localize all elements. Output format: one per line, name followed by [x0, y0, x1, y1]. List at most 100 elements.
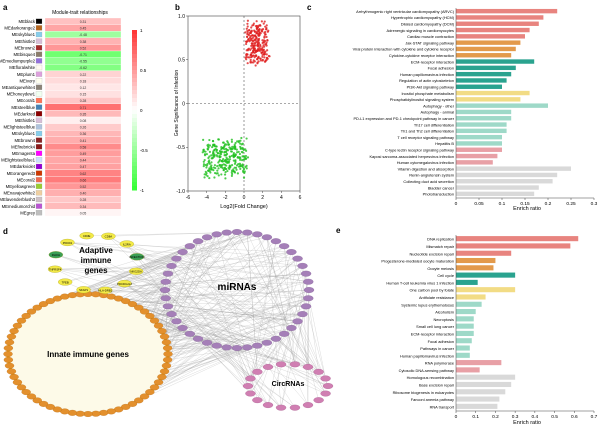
upregulated-gene-point [246, 22, 249, 25]
upregulated-gene-point [246, 49, 250, 52]
heatmap-cell-value: 0.52 [80, 46, 87, 50]
legend-gradient-step [132, 50, 137, 55]
network-edge [266, 237, 282, 408]
heatmap-cell-value: 0.08 [80, 119, 87, 123]
enrichment-bar [456, 122, 507, 127]
upregulated-gene-point [245, 27, 248, 30]
enrichment-bar [456, 172, 558, 178]
downregulated-gene-point [236, 151, 239, 154]
innate-gene-node [145, 389, 155, 396]
network-edge [257, 234, 319, 372]
adaptive-gene-node [128, 267, 144, 275]
network-edge [149, 345, 258, 393]
legend-gradient-step [132, 114, 137, 119]
upregulated-gene-point [251, 24, 254, 27]
network-edge [250, 241, 277, 394]
network-edge [126, 243, 298, 259]
mirna-node [221, 344, 232, 351]
upregulated-gene-point [259, 59, 263, 62]
upregulated-gene-point [266, 49, 269, 52]
enrichment-bar [456, 134, 502, 140]
downregulated-gene-point [241, 142, 244, 145]
downregulated-gene-point [235, 168, 238, 171]
upregulated-gene-point [250, 44, 253, 48]
innate-gene-node [134, 397, 144, 404]
heatmap-cell-value: 0.47 [80, 165, 87, 169]
network-edge [226, 347, 269, 406]
legend-gradient-step [132, 38, 137, 43]
network-edge [55, 269, 309, 299]
enrichment-bar [456, 141, 502, 146]
innate-gene-node [149, 317, 160, 324]
legend-gradient-step [132, 110, 137, 115]
innate-gene-node [161, 339, 172, 346]
enrichment-bar [456, 185, 539, 190]
innate-gene-node [149, 384, 160, 391]
downregulated-gene-point [230, 174, 234, 177]
enrichment-bar [456, 191, 535, 197]
enrichment-term-label: Systemic lupus erythematosus [401, 302, 454, 307]
network-edge [284, 246, 309, 367]
mirna-cluster-label: miRNAs [218, 282, 257, 293]
mirna-node [177, 325, 188, 331]
upregulated-gene-point [250, 42, 253, 45]
innate-gene-node [127, 400, 138, 407]
upregulated-gene-point [249, 58, 252, 61]
downregulated-gene-point [224, 158, 227, 162]
panel-b-letter: b [175, 3, 180, 12]
downregulated-gene-point [226, 149, 230, 152]
enrichment-bar [456, 153, 498, 159]
enrichment-term-label: Oocyte meiosis [427, 266, 454, 271]
upregulated-gene-point [253, 30, 257, 34]
enrichment-term-label: Progesterone-mediated oocyte maturation [381, 259, 454, 264]
network-edge [302, 265, 309, 406]
network-edge [67, 242, 292, 253]
upregulated-gene-point [254, 41, 257, 44]
network-edge [136, 256, 238, 349]
innate-gene-node [32, 304, 42, 311]
mirna-node [171, 255, 182, 262]
upregulated-gene-point [267, 29, 270, 32]
downregulated-gene-point [234, 161, 237, 164]
innate-gene-node [12, 379, 23, 386]
module-color-swatch [35, 111, 43, 117]
mirna-node [171, 318, 182, 325]
enrichment-bar [456, 166, 571, 171]
adaptive-gene-node [98, 286, 113, 294]
heatmap-cell-value: -0.71 [79, 53, 87, 57]
upregulated-gene-point [253, 51, 256, 54]
mirna-node [159, 287, 171, 293]
upregulated-gene-point [252, 48, 256, 51]
network-edge [161, 241, 199, 332]
upregulated-gene-point [255, 35, 258, 38]
downregulated-gene-point [213, 171, 217, 175]
downregulated-gene-point [221, 159, 224, 162]
downregulated-gene-point [215, 154, 218, 157]
mirna-node [286, 325, 297, 331]
x-tick-label: 0.2 [545, 201, 552, 207]
downregulated-gene-point [224, 143, 227, 146]
panel-a-heatmap: Module-trait relationships MEblack MEdark… [0, 10, 148, 217]
enrichment-bar [456, 78, 507, 83]
enrichment-bar [456, 109, 512, 115]
downregulated-gene-point [228, 155, 232, 159]
enrichment-term-label: Base excision repair [419, 383, 455, 388]
innate-gene-node [21, 389, 31, 396]
module-color-swatch [35, 177, 43, 183]
innate-gene-node [157, 328, 167, 334]
panel-b-xtick-label: 0 [243, 195, 246, 201]
adaptive-gene-label: PDCD1LG2 [117, 282, 132, 286]
legend-gradient-step [132, 122, 137, 127]
upregulated-gene-point [246, 19, 249, 22]
enrichment-bar [456, 27, 530, 33]
innate-gene-node [162, 345, 173, 352]
downregulated-gene-point [202, 163, 206, 166]
network-edge [108, 232, 227, 237]
downregulated-gene-point [235, 148, 238, 151]
panel-e-xlabel: Enrich ratio [513, 420, 541, 426]
enrichment-bar [456, 236, 579, 242]
downregulated-gene-point [213, 148, 216, 152]
enrichment-bar [456, 8, 558, 14]
network-edge [124, 283, 168, 307]
